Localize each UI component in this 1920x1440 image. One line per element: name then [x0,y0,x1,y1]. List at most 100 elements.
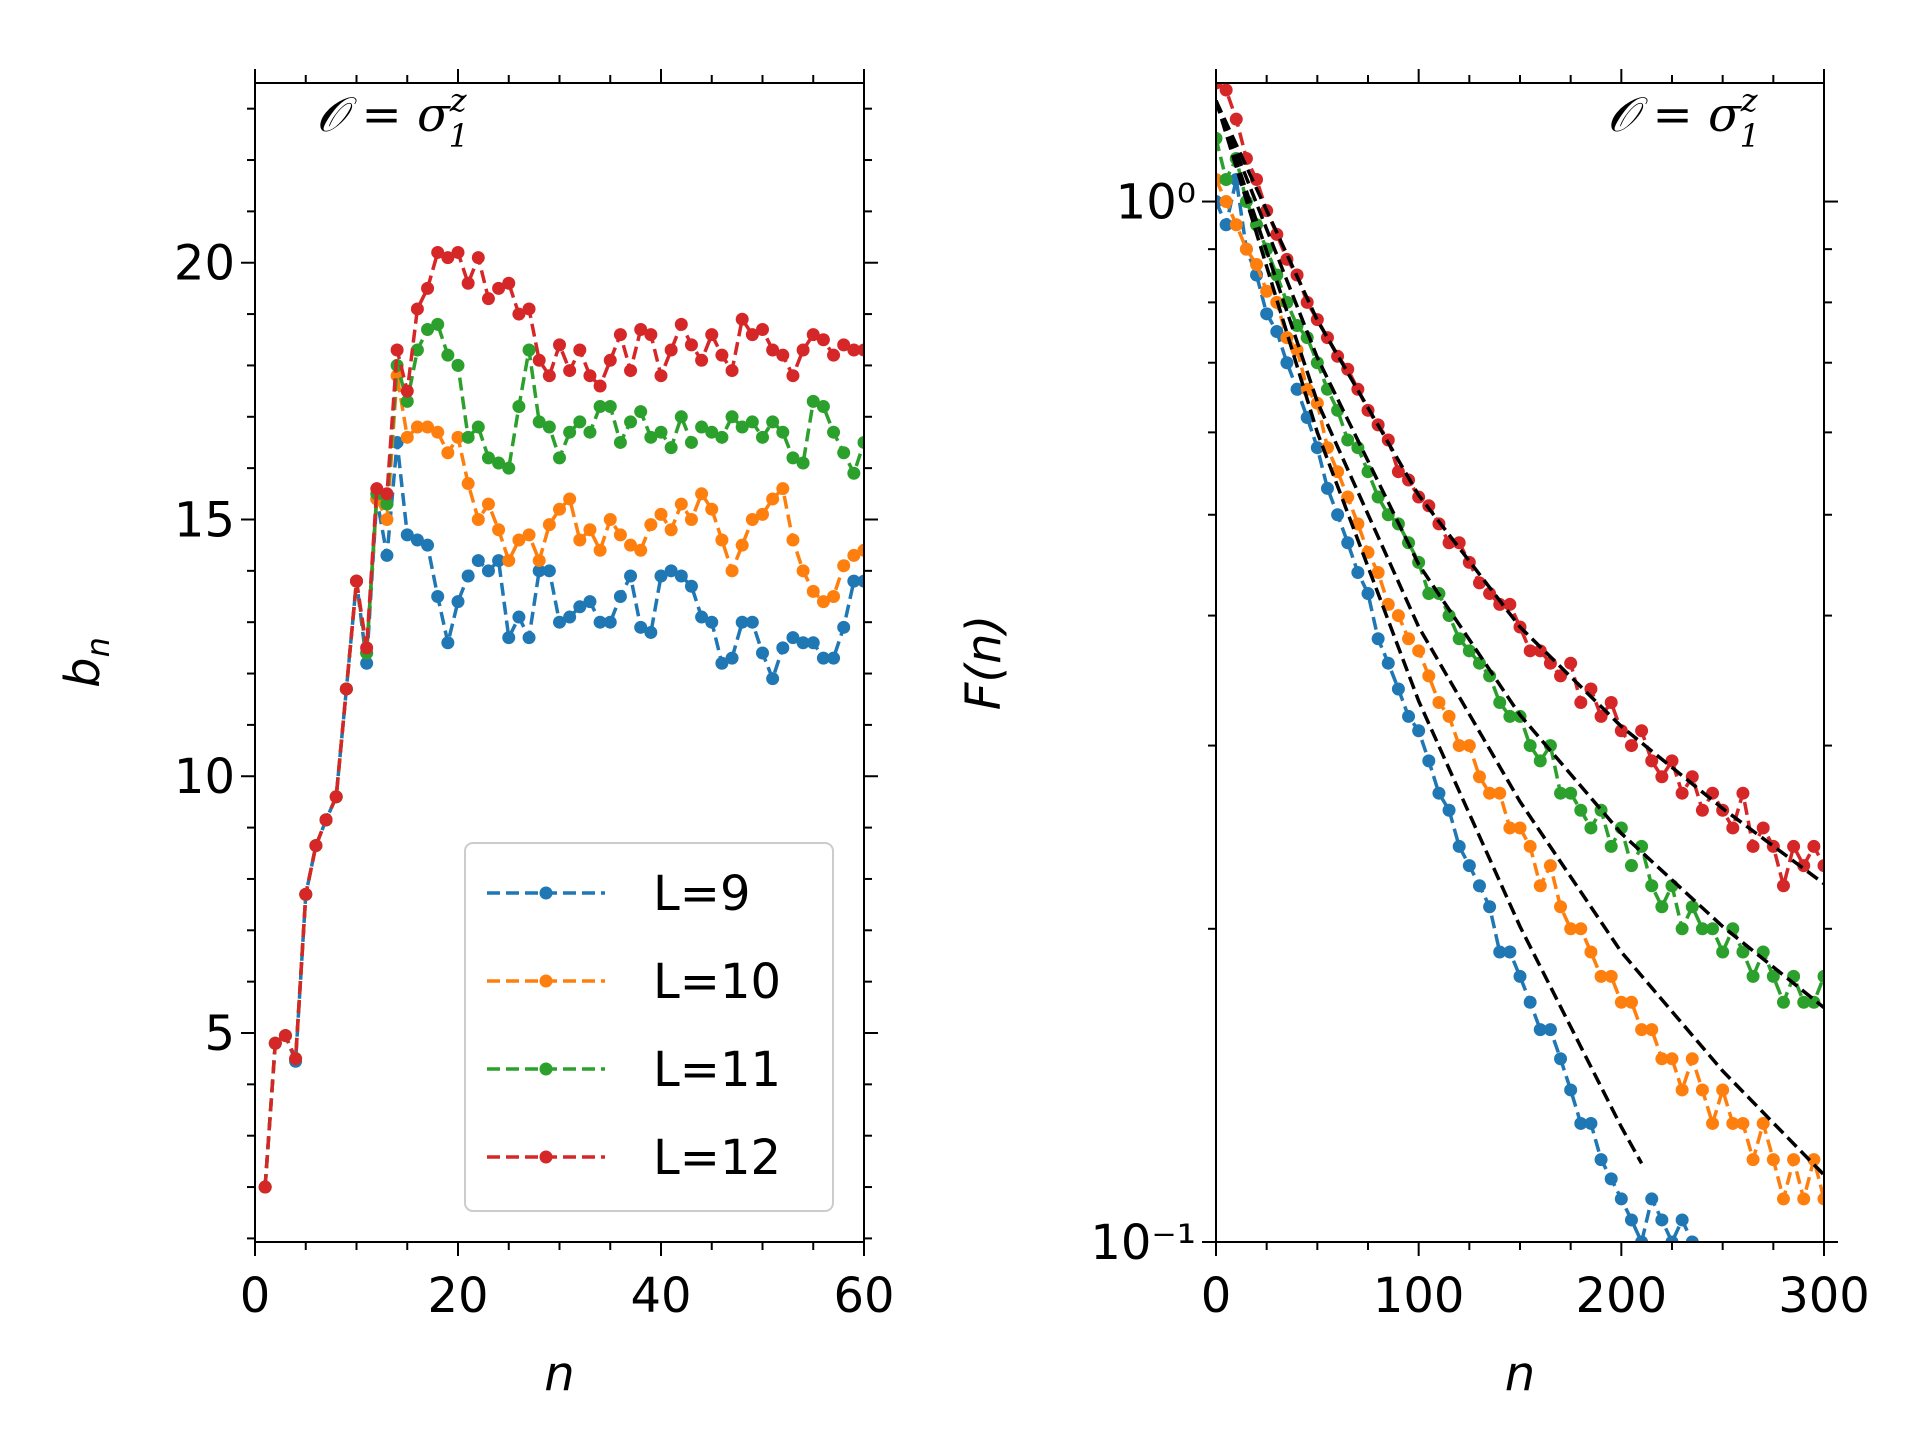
data-point [1665,1235,1679,1242]
data-point [654,369,668,383]
data-point [1533,754,1547,768]
data-point [1736,945,1750,959]
data-point [1614,995,1628,1009]
data-point [816,595,830,609]
data-point [583,523,597,537]
data-point [1645,754,1659,768]
data-point [613,435,627,449]
data-point [1543,859,1557,873]
data-point [766,672,780,686]
data-point [786,631,800,645]
data-point [299,887,313,901]
data-point [1503,597,1517,611]
data-point [644,625,658,639]
data-point [471,251,485,265]
data-point [502,461,516,475]
x-tick-label: 60 [833,1268,894,1324]
data-point [715,533,729,547]
data-point [380,497,394,511]
data-point [1381,656,1395,670]
data-point [573,343,587,357]
data-point [857,543,864,557]
data-point [1472,576,1486,590]
data-point [573,600,587,614]
y-axis-label: F(n) [956,615,1012,710]
data-point [1604,1172,1618,1186]
data-point [512,610,526,624]
axes: 0 100 200 300 10⁻¹ 10⁰ n F(n) 𝒪 = σz 1 [956,69,1870,1402]
data-point [421,322,435,336]
data-point [410,420,424,434]
data-point [1412,724,1426,738]
series-layer [1216,83,1824,1242]
data-point [1695,1083,1709,1097]
data-point [756,507,769,521]
data-point [1817,969,1824,983]
data-point [1574,1116,1588,1130]
data-point [695,420,709,434]
annotation-text: 𝒪 = σ [1607,87,1742,143]
data-point [583,425,597,439]
data-point [542,420,556,434]
x-tick-label: 200 [1576,1268,1668,1324]
data-point [421,281,435,295]
data-point [1331,508,1345,522]
data-point [390,343,404,357]
data-point [1290,319,1304,333]
data-point [522,631,536,645]
data-point [674,569,688,583]
data-point [1503,821,1517,835]
data-point [471,554,485,568]
data-point [1216,83,1223,90]
data-point [1523,995,1537,1009]
data-point [1351,566,1365,580]
data-point [684,435,698,449]
data-point [400,430,414,444]
data-point [451,595,465,609]
data-point [1655,1052,1669,1066]
data-point [756,430,769,444]
data-point [1807,839,1821,853]
data-point [471,512,485,526]
data-point [421,538,435,552]
data-point [410,533,424,547]
data-point [1371,632,1385,646]
x-axis-label: n [544,1346,574,1402]
data-point [725,410,739,424]
series-line [1216,100,1824,1009]
data-point [735,615,749,629]
data-point [1554,669,1568,683]
data-point [542,518,556,532]
data-point [1432,786,1446,800]
data-point [1635,724,1649,738]
data-point [1776,879,1790,893]
data-point [289,1052,303,1066]
data-point [1706,1116,1720,1130]
data-point [1483,786,1497,800]
data-point [1584,821,1598,835]
data-point [1493,597,1507,611]
data-point [309,839,323,853]
series-layer [258,245,864,1194]
data-point [1746,969,1760,983]
data-point [1584,945,1598,959]
data-point [1533,644,1547,658]
data-point [613,528,627,542]
annotation: 𝒪 = σz 1 [1607,81,1760,155]
data-point [563,425,577,439]
data-point [350,574,363,588]
series-line [1216,100,1824,1177]
data-point [1452,739,1466,753]
data-point [471,420,485,434]
data-point [766,492,780,506]
data-point [1523,739,1537,753]
data-point [1797,1192,1811,1206]
data-point [674,317,688,331]
data-point [451,245,465,259]
data-point [1766,1153,1780,1167]
data-point [431,590,445,604]
data-point [1391,682,1405,696]
legend-label: L=11 [653,1042,781,1098]
data-point [431,317,445,331]
